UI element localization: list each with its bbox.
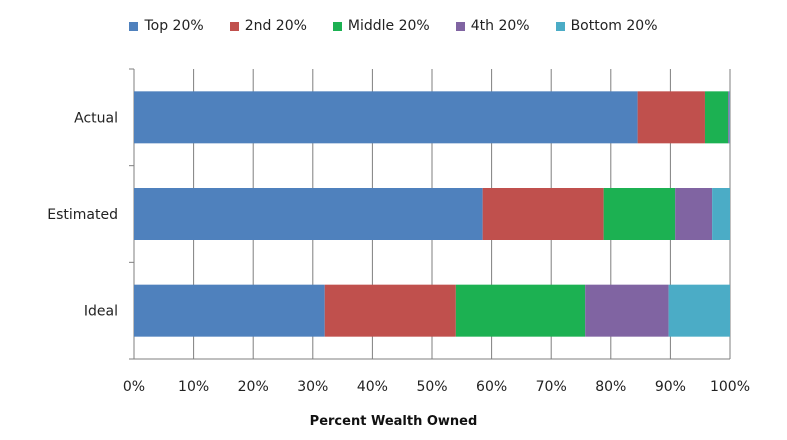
legend-label: Bottom 20% bbox=[570, 18, 658, 34]
bar-segment bbox=[728, 91, 730, 144]
legend-item-top-20: Top 20% bbox=[129, 16, 204, 36]
bar-segment bbox=[134, 284, 325, 337]
x-tick-label: 50% bbox=[416, 379, 447, 395]
bar-segment bbox=[585, 284, 669, 337]
legend-label: 2nd 20% bbox=[244, 18, 307, 34]
x-tick-label: 100% bbox=[710, 379, 750, 395]
x-tick-label: 60% bbox=[476, 379, 507, 395]
stacked-bar-chart: Actual Estimated Ideal 0% 10% 20% 30% 40% 50% 60%… bbox=[47, 68, 750, 395]
category-label: Ideal bbox=[84, 304, 118, 320]
bar-segment bbox=[675, 188, 713, 240]
bar-segment bbox=[668, 284, 730, 337]
bar-segment bbox=[455, 284, 586, 337]
bar-segment bbox=[603, 188, 676, 240]
legend-item-4th-20: 4th 20% bbox=[455, 16, 530, 36]
x-axis-label: Percent Wealth Owned bbox=[309, 414, 478, 429]
x-tick-label: 70% bbox=[536, 379, 567, 395]
x-tick-label: 80% bbox=[595, 379, 626, 395]
category-label: Estimated bbox=[47, 207, 118, 223]
legend-swatch bbox=[129, 21, 139, 31]
legend-swatch bbox=[555, 21, 565, 31]
bar-segment bbox=[134, 91, 638, 144]
bar-segment bbox=[482, 188, 604, 240]
bar-segment bbox=[729, 91, 730, 144]
legend-label: 4th 20% bbox=[470, 18, 530, 34]
legend-item-bottom-20: Bottom 20% bbox=[555, 16, 658, 36]
legend: Top 20% 2nd 20% Middle 20% 4th 20% Botto… bbox=[0, 16, 787, 36]
bar-segment bbox=[324, 284, 456, 337]
bar-segment bbox=[712, 188, 730, 240]
legend-label: Middle 20% bbox=[347, 18, 430, 34]
legend-swatch bbox=[455, 21, 465, 31]
bar-segment bbox=[134, 188, 483, 240]
legend-label: Top 20% bbox=[144, 18, 204, 34]
bar-segment bbox=[704, 91, 729, 144]
legend-swatch bbox=[229, 21, 239, 31]
x-tick-label: 20% bbox=[238, 379, 269, 395]
legend-item-middle-20: Middle 20% bbox=[332, 16, 430, 36]
legend-swatch bbox=[332, 21, 342, 31]
category-label: Actual bbox=[74, 110, 118, 126]
x-tick-label: 90% bbox=[655, 379, 686, 395]
x-tick-label: 10% bbox=[178, 379, 209, 395]
x-tick-label: 40% bbox=[357, 379, 388, 395]
legend-item-2nd-20: 2nd 20% bbox=[229, 16, 307, 36]
bar-segment bbox=[637, 91, 705, 144]
x-tick-label: 0% bbox=[123, 379, 145, 395]
x-tick-label: 30% bbox=[297, 379, 328, 395]
